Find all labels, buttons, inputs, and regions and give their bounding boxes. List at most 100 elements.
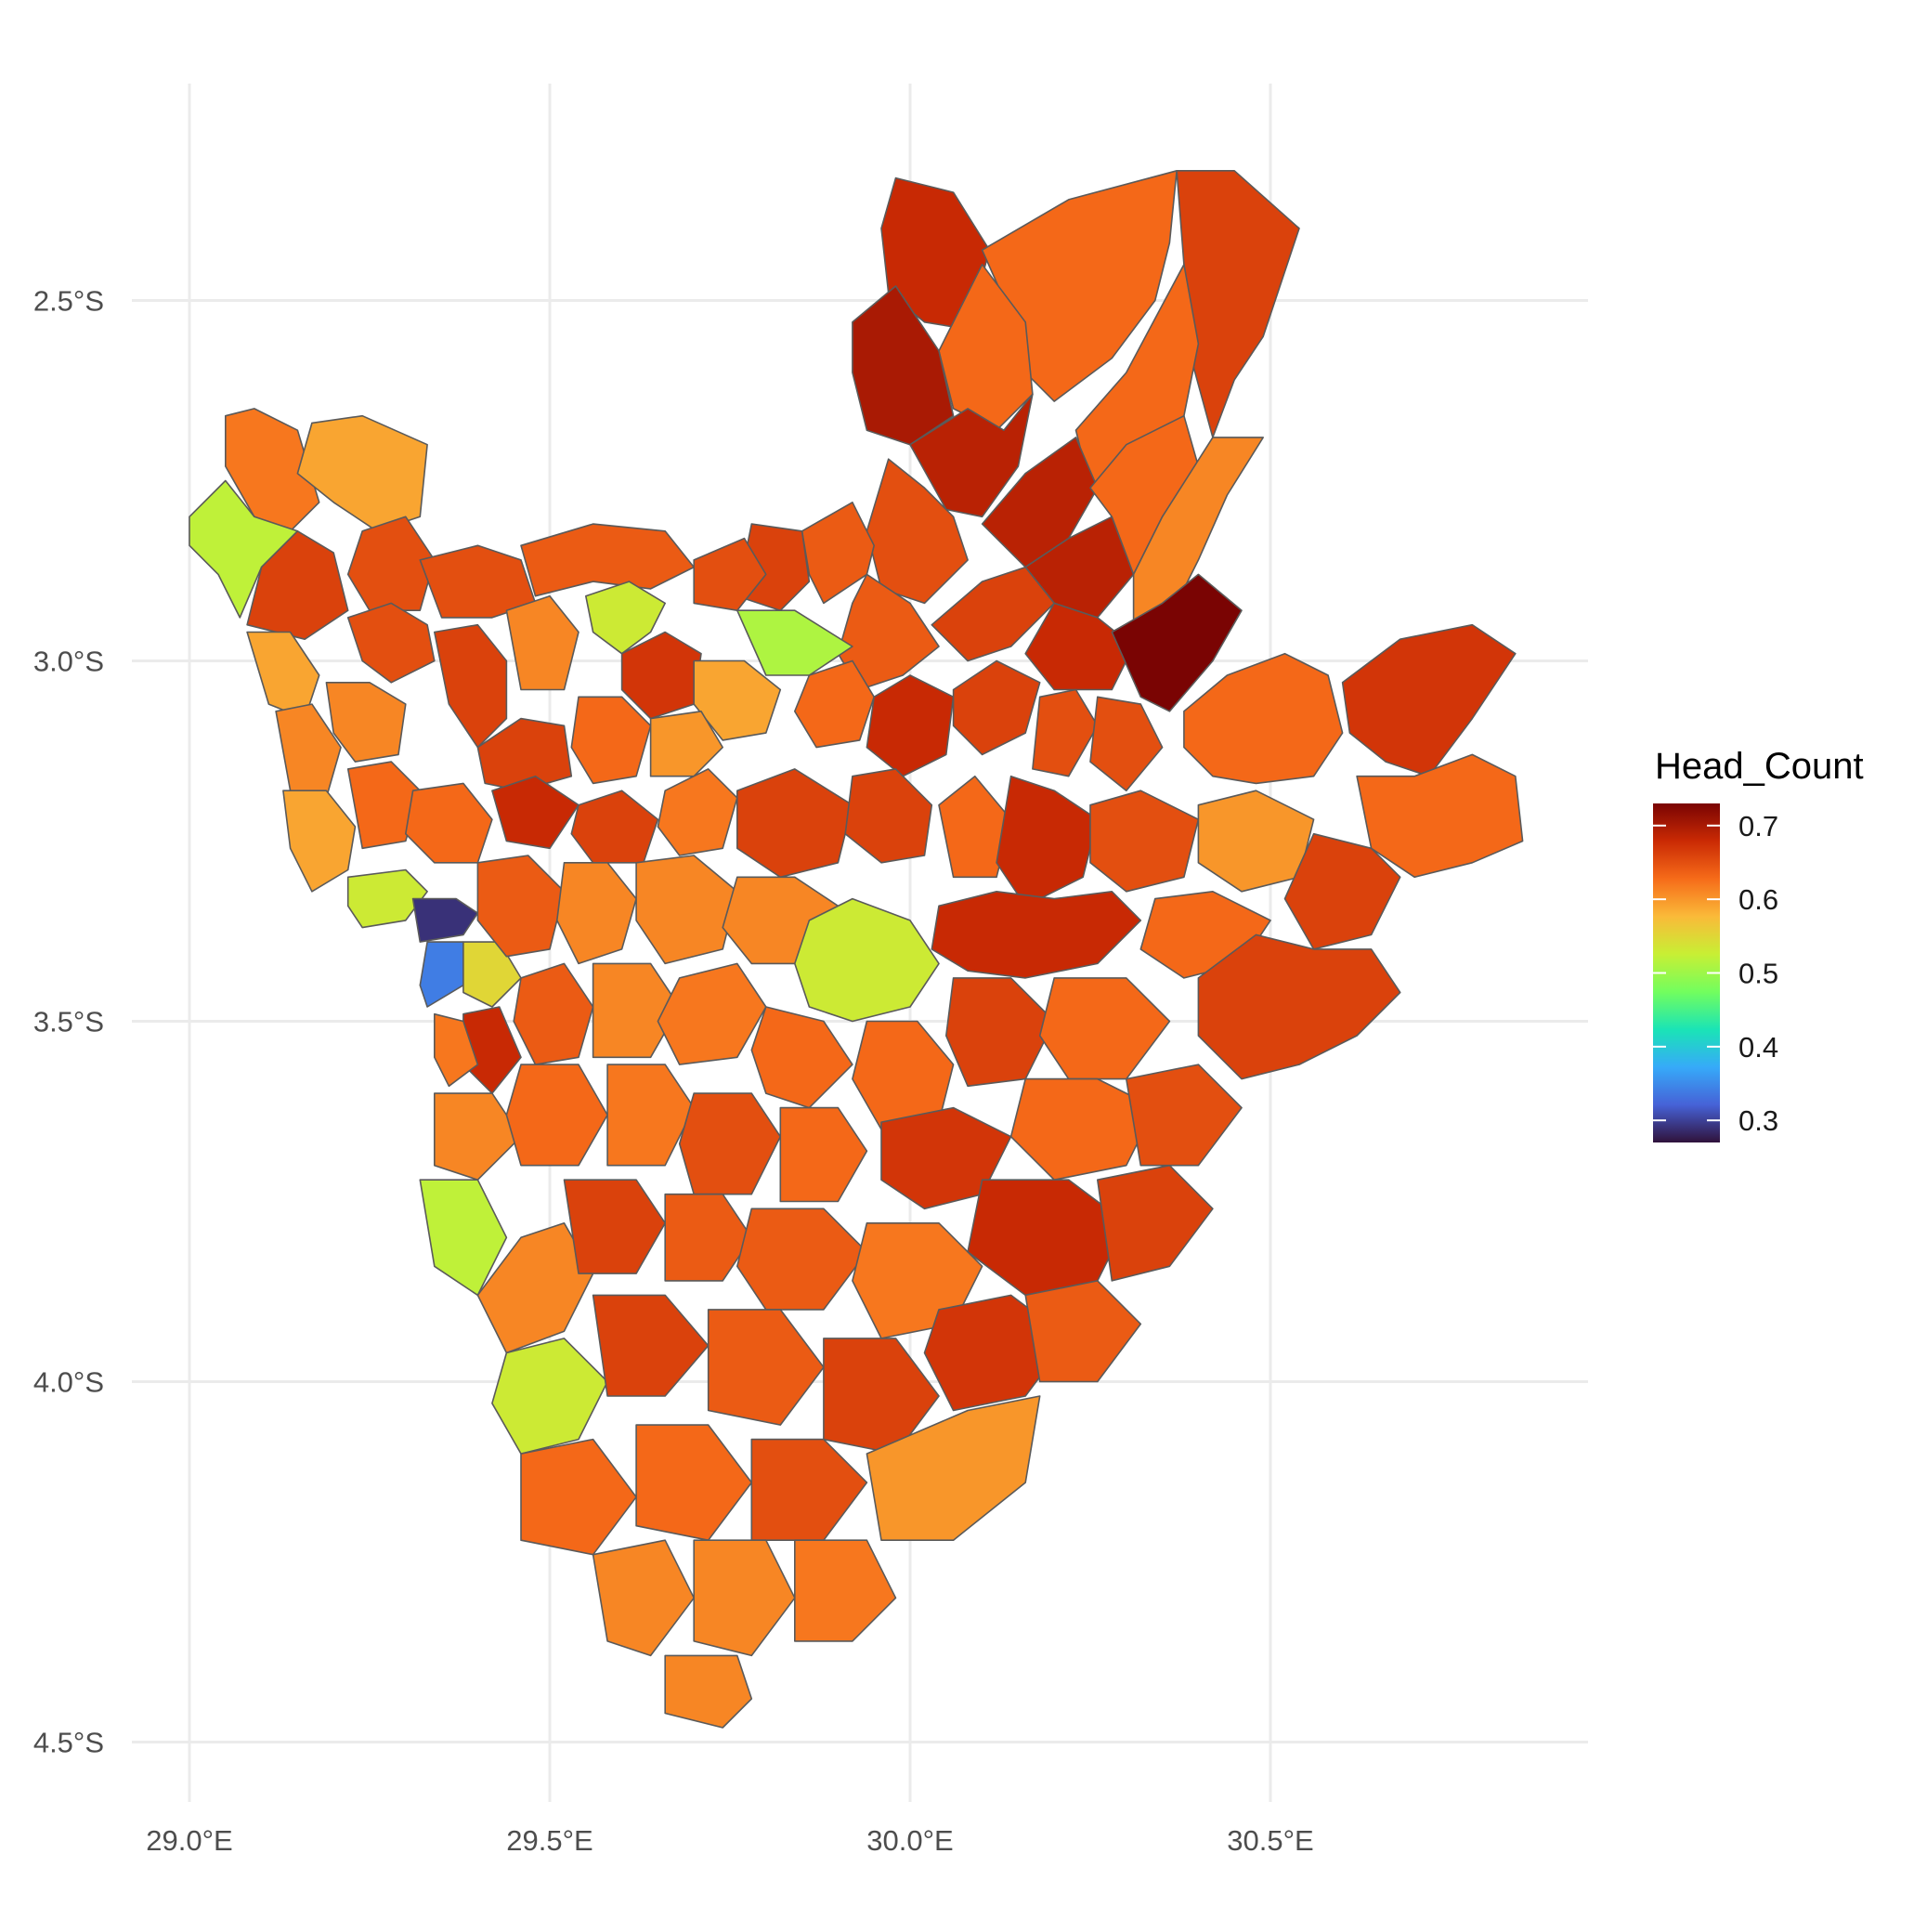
map-region	[944, 977, 1055, 1088]
map-region	[1089, 790, 1200, 893]
map-region	[952, 659, 1041, 756]
map-region	[462, 941, 522, 1008]
map-region	[649, 710, 724, 777]
map-region	[664, 1193, 753, 1282]
map-region	[1183, 652, 1344, 785]
map-region	[1197, 933, 1401, 1080]
y-tick-label: 4.0°S	[33, 1366, 104, 1399]
map-region	[606, 1064, 696, 1167]
map-region	[225, 408, 320, 532]
map-region	[880, 176, 991, 331]
map-region	[520, 1438, 637, 1556]
map-region	[793, 659, 876, 749]
map-region	[823, 1338, 940, 1455]
legend-tick-label: 0.4	[1738, 1031, 1778, 1064]
map-region	[866, 674, 955, 777]
legend-title: Head_Count	[1655, 746, 1864, 787]
map-region	[1038, 977, 1171, 1080]
map-region	[693, 1539, 796, 1657]
map-region	[779, 1106, 868, 1203]
map-region	[837, 573, 940, 691]
map-region	[404, 782, 493, 864]
map-region	[678, 1092, 782, 1195]
map-region	[419, 1179, 508, 1297]
y-tick-label: 3.0°S	[33, 646, 104, 678]
x-tick-label: 29.0°E	[146, 1824, 232, 1857]
y-tick-label: 2.5°S	[33, 285, 104, 318]
map-region	[325, 681, 407, 763]
map-region	[275, 703, 342, 799]
map-region	[592, 1294, 710, 1397]
map-region	[635, 855, 738, 965]
map-region	[707, 1309, 825, 1426]
map-region	[346, 868, 428, 929]
x-tick-label: 30.5°E	[1227, 1824, 1313, 1857]
map-region	[246, 631, 320, 720]
map-region	[505, 594, 579, 691]
map-region	[635, 1424, 753, 1541]
map-region	[592, 1539, 696, 1657]
map-region	[296, 414, 428, 532]
map-region	[555, 861, 637, 965]
legend-ticks: 0.7 0.6 0.5 0.4 0.3	[1653, 810, 1778, 1137]
map-region	[793, 897, 940, 1023]
map-region	[1097, 1164, 1214, 1282]
map-region	[419, 941, 464, 1008]
map-region	[476, 717, 573, 792]
y-tick-label: 3.5°S	[33, 1006, 104, 1038]
map-region	[346, 516, 436, 612]
map-region	[996, 775, 1099, 907]
y-tick-label: 4.5°S	[33, 1727, 104, 1759]
map-region	[1341, 623, 1517, 777]
map-region	[1126, 1064, 1243, 1167]
map-region	[931, 890, 1142, 979]
map-region	[664, 1654, 753, 1729]
map-region	[513, 962, 594, 1065]
map-region	[491, 1338, 608, 1455]
map-region	[1283, 832, 1401, 950]
map-region	[246, 529, 349, 641]
map-region	[433, 623, 508, 749]
map-region	[584, 581, 667, 655]
map-region	[736, 768, 853, 879]
map-region	[1111, 573, 1243, 712]
map-regions	[189, 170, 1524, 1729]
map-region	[866, 1395, 1041, 1541]
map-region	[750, 1438, 868, 1541]
map-region	[1032, 688, 1099, 777]
map-region	[793, 1539, 897, 1642]
map-region	[433, 1092, 522, 1181]
map-region	[346, 602, 436, 684]
map-region	[563, 1179, 667, 1274]
map-region	[657, 962, 767, 1065]
x-tick-label: 30.0°E	[866, 1824, 953, 1857]
map-region	[282, 790, 357, 893]
map-region	[520, 523, 696, 597]
map-region	[844, 768, 933, 864]
legend: Head_Count 0.7 0.6 0.5 0.4 0.3	[1653, 746, 1864, 1142]
legend-tick-label: 0.6	[1738, 883, 1778, 916]
legend-tick-label: 0.7	[1738, 810, 1778, 842]
map-region	[657, 768, 738, 856]
map-region	[570, 790, 659, 864]
map-region	[1024, 1280, 1142, 1383]
x-tick-label: 29.5°E	[506, 1824, 592, 1857]
map-region	[505, 1064, 608, 1167]
legend-tick-label: 0.3	[1738, 1104, 1778, 1137]
map-region	[1176, 170, 1300, 438]
map-region	[433, 1012, 479, 1088]
map-region	[693, 537, 767, 612]
map-region	[491, 775, 579, 850]
map-region	[1089, 696, 1164, 792]
map-region	[909, 393, 1034, 518]
map-region	[570, 696, 652, 785]
map-region	[476, 855, 566, 958]
legend-tick-label: 0.5	[1738, 958, 1778, 990]
map-region	[1356, 753, 1524, 879]
axis-labels: 29.0°E 29.5°E 30.0°E 30.5°E 2.5°S 3.0°S 3.5°S 4…	[33, 285, 1314, 1858]
map-region	[1024, 602, 1135, 691]
map-region	[411, 897, 479, 943]
map-region	[693, 659, 782, 741]
